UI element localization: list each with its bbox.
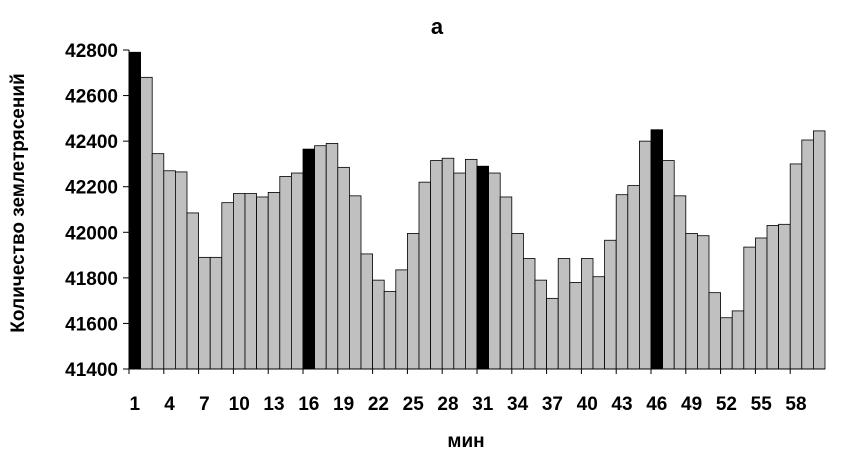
bar-26 — [418, 181, 432, 370]
bar-4 — [163, 170, 176, 370]
y-tick-label: 42600 — [65, 87, 118, 108]
x-tick-label: 19 — [333, 394, 354, 415]
bar-6 — [186, 212, 200, 370]
y-axis-title: Количество землетрясений — [8, 73, 29, 332]
bar-46 — [650, 129, 664, 370]
bar-32 — [488, 172, 501, 370]
bar-36 — [534, 279, 548, 370]
bar-12 — [256, 196, 269, 370]
bar-49 — [685, 233, 698, 370]
bar-41 — [592, 276, 606, 370]
bar-45 — [639, 140, 652, 370]
bar-34 — [511, 233, 524, 370]
bar-50 — [697, 235, 710, 370]
bar-58 — [789, 163, 803, 370]
bar-16 — [302, 148, 316, 370]
y-tick-label: 41800 — [65, 269, 118, 290]
bar-48 — [673, 195, 687, 370]
bar-31 — [476, 165, 490, 370]
x-tick-label: 49 — [681, 394, 702, 415]
x-tick-label: 43 — [611, 394, 632, 415]
y-tick-label: 41400 — [65, 360, 118, 381]
y-tick-label: 42200 — [65, 178, 118, 199]
x-tick-label: 28 — [437, 394, 458, 415]
bar-11 — [244, 193, 258, 370]
bar-28 — [441, 157, 455, 370]
bar-35 — [523, 258, 536, 370]
bar-9 — [221, 202, 234, 370]
bar-1 — [128, 51, 142, 370]
x-tick-label: 58 — [785, 394, 806, 415]
bar-39 — [569, 282, 582, 370]
bar-21 — [360, 253, 374, 370]
bar-2 — [140, 76, 153, 370]
bar-33 — [499, 196, 513, 370]
x-tick-label: 22 — [368, 394, 389, 415]
bar-57 — [778, 223, 791, 370]
y-ticks-group: 41400 41600 41800 42000 42200 42400 42600 42800 — [65, 41, 129, 381]
bar-54 — [743, 246, 756, 370]
x-tick-label: 31 — [472, 394, 494, 415]
x-tick-label: 16 — [298, 394, 319, 415]
bars-group — [128, 51, 826, 370]
y-tick-label: 42800 — [65, 41, 118, 62]
bar-44 — [627, 185, 640, 370]
bar-3 — [151, 153, 165, 370]
x-ticks-group: 1 4 7 10 13 16 19 22 25 28 31 34 37 40 43 46 49 52 55 58 — [128, 369, 807, 415]
bar-56 — [766, 225, 780, 370]
bar-17 — [314, 145, 327, 370]
y-tick-label: 41600 — [65, 314, 118, 335]
bar-51 — [708, 292, 722, 370]
bar-30 — [464, 158, 478, 370]
bar-13 — [267, 192, 281, 370]
bar-29 — [453, 172, 466, 370]
bar-47 — [662, 160, 675, 370]
bar-37 — [546, 297, 559, 370]
x-tick-label: 37 — [542, 394, 563, 415]
x-tick-label: 13 — [263, 394, 284, 415]
bar-5 — [174, 171, 188, 370]
x-tick-label: 34 — [507, 394, 529, 415]
x-axis-title: мин — [447, 431, 484, 452]
bar-24 — [395, 269, 408, 370]
bar-18 — [325, 143, 339, 370]
bar-59 — [801, 139, 814, 370]
bar-22 — [372, 279, 385, 370]
bar-14 — [279, 176, 292, 370]
x-tick-label: 1 — [130, 394, 141, 415]
bar-60 — [813, 130, 826, 370]
x-tick-label: 4 — [164, 394, 175, 415]
bar-38 — [557, 258, 571, 370]
bar-15 — [290, 172, 304, 370]
x-tick-label: 25 — [403, 394, 425, 415]
bar-43 — [615, 194, 629, 370]
x-tick-label: 7 — [199, 394, 210, 415]
bar-27 — [430, 160, 443, 370]
bar-8 — [209, 256, 223, 370]
bar-25 — [406, 233, 420, 370]
y-tick-label: 42000 — [65, 223, 118, 244]
bar-23 — [383, 291, 397, 370]
bar-53 — [731, 310, 745, 370]
bar-10 — [232, 193, 246, 370]
x-tick-label: 46 — [646, 394, 667, 415]
bar-55 — [755, 237, 768, 370]
x-tick-label: 10 — [229, 394, 250, 415]
chart-title: а — [431, 14, 444, 39]
x-tick-label: 55 — [751, 394, 773, 415]
bar-40 — [581, 258, 594, 370]
x-tick-label: 40 — [577, 394, 598, 415]
x-tick-label: 52 — [716, 394, 737, 415]
bar-42 — [604, 239, 617, 370]
bar-7 — [198, 256, 211, 370]
bar-19 — [337, 166, 350, 370]
bar-52 — [720, 317, 733, 370]
y-tick-label: 42400 — [65, 132, 118, 153]
bar-20 — [348, 195, 362, 370]
